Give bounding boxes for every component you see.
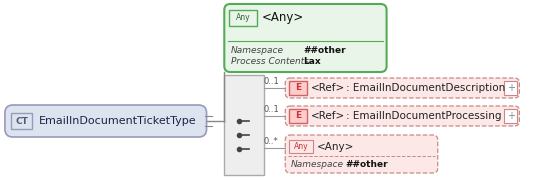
Text: Any: Any <box>236 14 250 22</box>
Text: Lax: Lax <box>303 57 321 66</box>
Text: <Ref>: <Ref> <box>311 111 345 121</box>
Text: <Any>: <Any> <box>317 142 354 151</box>
Bar <box>503 81 518 95</box>
Bar <box>289 109 307 123</box>
FancyBboxPatch shape <box>285 106 519 126</box>
Text: 0..1: 0..1 <box>264 106 280 114</box>
Text: Namespace: Namespace <box>291 160 344 169</box>
Bar <box>289 81 307 95</box>
Text: 0..1: 0..1 <box>264 77 280 87</box>
Text: Namespace: Namespace <box>231 46 284 55</box>
Text: <Ref>: <Ref> <box>311 83 345 93</box>
Text: E: E <box>295 111 301 121</box>
Text: <Any>: <Any> <box>262 12 304 25</box>
Text: ##other: ##other <box>303 46 346 55</box>
Text: : EmailInDocumentProcessing: : EmailInDocumentProcessing <box>346 111 502 121</box>
FancyBboxPatch shape <box>5 105 206 137</box>
Bar <box>11 113 32 129</box>
Text: +: + <box>507 83 514 93</box>
FancyBboxPatch shape <box>285 78 519 98</box>
Text: 0..*: 0..* <box>264 137 278 146</box>
Bar <box>224 75 264 175</box>
Text: CT: CT <box>15 116 28 125</box>
Text: E: E <box>295 83 301 93</box>
Text: +: + <box>507 111 514 121</box>
Bar <box>503 109 518 123</box>
FancyBboxPatch shape <box>285 135 438 173</box>
Text: : EmailInDocumentDescription: : EmailInDocumentDescription <box>346 83 506 93</box>
Text: Process Contents: Process Contents <box>231 57 309 66</box>
FancyBboxPatch shape <box>224 4 387 72</box>
Text: ##other: ##other <box>345 160 388 169</box>
Text: Any: Any <box>294 142 308 151</box>
Text: EmailInDocumentTicketType: EmailInDocumentTicketType <box>39 116 197 126</box>
Bar <box>229 10 257 26</box>
Bar <box>289 140 313 153</box>
